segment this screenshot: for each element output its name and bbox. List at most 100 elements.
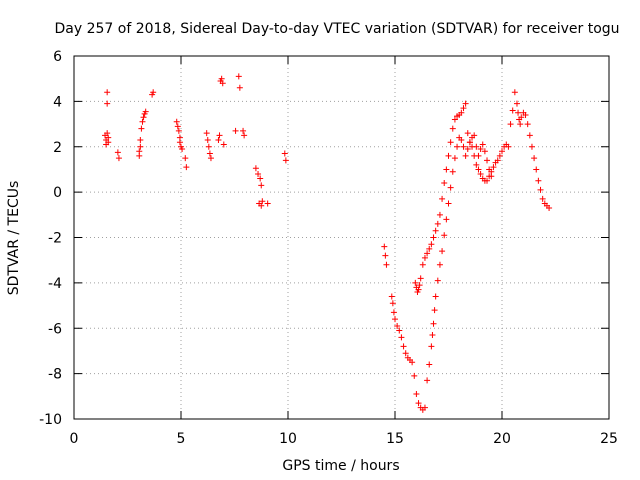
data-point: [428, 241, 435, 248]
data-point: [203, 130, 210, 137]
x-tick-label: 15: [386, 431, 404, 447]
data-point: [398, 334, 405, 341]
data-point: [382, 252, 389, 259]
data-point: [396, 327, 403, 334]
data-point: [445, 152, 452, 159]
data-point: [139, 118, 146, 125]
data-point: [105, 139, 112, 146]
data-point: [490, 164, 497, 171]
data-point: [484, 157, 491, 164]
data-point: [488, 173, 495, 180]
data-point: [426, 361, 433, 368]
data-point: [236, 84, 243, 91]
data-point: [451, 116, 458, 123]
data-point: [281, 150, 288, 157]
data-point: [142, 108, 149, 115]
data-point: [451, 155, 458, 162]
data-point: [389, 300, 396, 307]
data-point: [388, 293, 395, 300]
data-point: [381, 243, 388, 250]
data-point: [546, 205, 553, 212]
data-point: [439, 195, 446, 202]
data-point: [434, 220, 441, 227]
data-point: [479, 141, 486, 148]
data-point: [458, 109, 465, 116]
data-point: [460, 105, 467, 112]
data-point: [473, 161, 480, 168]
data-point: [447, 139, 454, 146]
data-point: [424, 250, 431, 257]
data-point: [138, 125, 145, 132]
data-point: [436, 211, 443, 218]
data-point: [104, 130, 111, 137]
x-tick-label: 25: [600, 431, 618, 447]
data-point: [255, 170, 262, 177]
data-point: [421, 404, 428, 411]
data-point: [494, 157, 501, 164]
data-point: [204, 136, 211, 143]
data-point: [441, 180, 448, 187]
data-point: [509, 107, 516, 114]
data-point: [415, 286, 422, 293]
data-point: [426, 245, 433, 252]
chart-title: Day 257 of 2018, Sidereal Day-to-day VTE…: [54, 21, 619, 37]
axis-ticks: [73, 55, 610, 420]
tick-labels: 0 5 10 15 20 25 -10 -8 -6 -4 -2 0 2 4 6: [39, 49, 618, 447]
data-point: [428, 343, 435, 350]
data-point: [183, 164, 190, 171]
y-tick-label: 4: [53, 94, 62, 110]
data-point: [258, 182, 265, 189]
x-tick-label: 5: [177, 431, 186, 447]
x-tick-label: 10: [279, 431, 297, 447]
data-point: [535, 177, 542, 184]
data-point: [205, 143, 212, 150]
data-point: [473, 143, 480, 150]
data-point: [475, 152, 482, 159]
data-point: [421, 254, 428, 261]
data-point: [443, 216, 450, 223]
data-point: [417, 275, 424, 282]
data-point: [424, 377, 431, 384]
data-point: [471, 132, 478, 139]
y-tick-label: -8: [48, 367, 62, 383]
data-point: [432, 293, 439, 300]
data-point: [257, 175, 264, 182]
data-point: [235, 73, 242, 80]
data-point: [429, 332, 436, 339]
data-point: [150, 89, 157, 96]
data-point: [449, 125, 456, 132]
data-point: [443, 166, 450, 173]
data-point: [240, 127, 247, 134]
data-point: [466, 139, 473, 146]
data-point: [179, 146, 186, 153]
data-point: [264, 200, 271, 207]
data-point: [481, 148, 488, 155]
data-point: [176, 139, 183, 146]
data-point: [220, 141, 227, 148]
data-point: [524, 121, 531, 128]
data-point: [413, 391, 420, 398]
data-point: [515, 109, 522, 116]
data-point: [136, 152, 143, 159]
grid-lines: [74, 56, 609, 419]
x-tick-label: 20: [493, 431, 511, 447]
data-point: [441, 232, 448, 239]
data-point: [518, 114, 525, 121]
data-point: [215, 136, 222, 143]
data-point: [104, 89, 111, 96]
data-point: [394, 322, 401, 329]
data-point: [464, 130, 471, 137]
data-point: [383, 261, 390, 268]
data-point: [216, 132, 223, 139]
data-point: [537, 186, 544, 193]
data-point: [460, 143, 467, 150]
data-point: [430, 320, 437, 327]
y-tick-label: -2: [48, 231, 62, 247]
data-point: [400, 343, 407, 350]
data-point: [411, 372, 418, 379]
data-point: [439, 248, 446, 255]
data-point: [137, 136, 144, 143]
data-point: [436, 261, 443, 268]
